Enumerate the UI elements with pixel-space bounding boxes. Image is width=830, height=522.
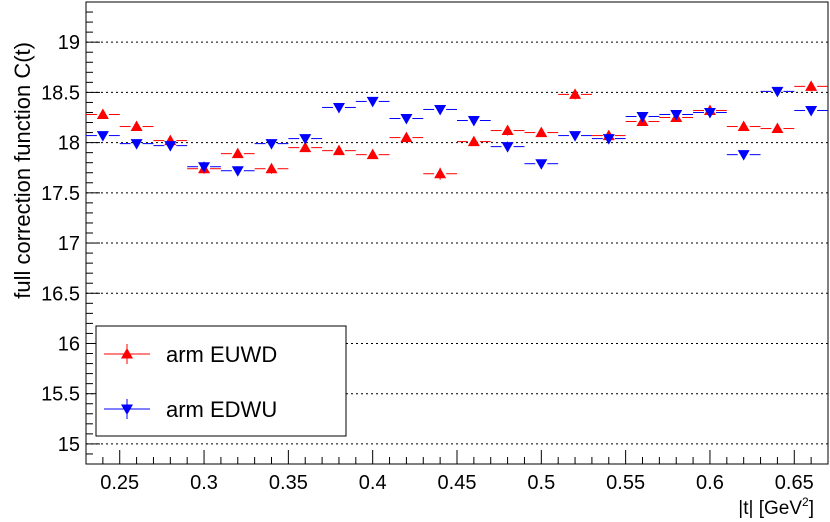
grid <box>86 41 828 445</box>
data-point <box>535 126 548 138</box>
data-point <box>164 141 177 152</box>
data-point <box>805 80 818 91</box>
legend-marker <box>121 404 133 415</box>
data-point <box>501 124 514 136</box>
y-tick-label: 15 <box>58 434 80 456</box>
x-tick-label: 0.45 <box>438 472 477 494</box>
x-axis-label-close: ] <box>809 498 814 519</box>
data-point <box>467 135 480 147</box>
data-point <box>569 88 582 99</box>
data-point <box>332 144 345 156</box>
series-2 <box>86 86 828 177</box>
data-point <box>400 114 413 125</box>
x-tick-label: 0.55 <box>606 472 645 494</box>
legend: arm EUWD arm EDWU <box>95 325 347 437</box>
axes: 15 15.5 16 16.5 17 17.5 18 18.5 19 0.25 0.3 0.35 0.4… <box>41 1 829 494</box>
data-point <box>670 109 683 121</box>
data-point <box>535 159 548 170</box>
y-tick-label: 18.5 <box>41 82 80 104</box>
x-axis-label-sup: 2 <box>802 495 809 509</box>
y-tick-label: 15.5 <box>41 384 80 406</box>
data-point <box>332 102 345 114</box>
data-point <box>366 148 379 160</box>
data-point <box>299 141 312 153</box>
x-tick-label: 0.3 <box>190 472 218 494</box>
legend-marker <box>121 348 133 359</box>
x-tick-label: 0.5 <box>527 472 555 494</box>
y-tick-label: 16 <box>58 333 80 355</box>
data-point <box>265 162 278 174</box>
data-point <box>434 167 447 179</box>
y-tick-label: 19 <box>58 32 80 54</box>
data-point <box>198 162 211 173</box>
x-tick-label: 0.4 <box>359 472 387 494</box>
data-point <box>96 131 109 142</box>
series-1 <box>86 80 828 180</box>
data-point <box>96 108 109 119</box>
data-point <box>130 120 143 132</box>
data-point <box>231 166 244 177</box>
data-point <box>805 105 818 117</box>
data-point <box>771 86 784 98</box>
data-point <box>265 139 278 150</box>
y-tick-label: 18 <box>58 133 80 155</box>
data-point <box>737 120 750 132</box>
data-point <box>400 131 413 143</box>
data-point <box>703 107 716 119</box>
data-point <box>771 122 784 134</box>
data-point <box>467 116 480 127</box>
x-tick-label: 0.25 <box>100 472 139 494</box>
data-point <box>636 111 649 123</box>
series-layer <box>86 80 828 180</box>
data-point <box>434 104 447 116</box>
legend-label: arm EDWU <box>166 397 277 422</box>
y-tick-label: 17 <box>58 233 80 255</box>
data-point <box>231 147 244 159</box>
x-tick-label: 0.6 <box>696 472 724 494</box>
y-tick-label: 16.5 <box>41 283 80 305</box>
x-tick-label: 0.65 <box>775 472 814 494</box>
x-axis-label: |t| [GeV2] <box>738 495 814 519</box>
y-axis-label: full correction function C(t) <box>10 42 35 299</box>
data-point <box>602 134 615 145</box>
data-point <box>366 96 379 108</box>
data-point <box>501 142 514 153</box>
data-point <box>130 139 143 150</box>
data-point <box>737 150 750 161</box>
legend-box <box>95 325 347 437</box>
data-point <box>569 131 582 142</box>
y-tick-label: 17.5 <box>41 183 80 205</box>
data-point <box>299 134 312 145</box>
legend-label: arm EUWD <box>166 342 277 367</box>
x-axis-label-main: |t| [GeV <box>738 498 802 519</box>
x-tick-label: 0.35 <box>269 472 308 494</box>
